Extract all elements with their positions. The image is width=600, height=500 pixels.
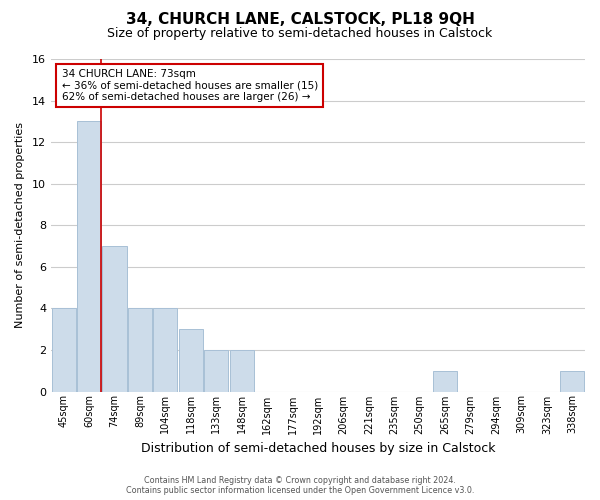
Bar: [204, 350, 229, 392]
Text: 34, CHURCH LANE, CALSTOCK, PL18 9QH: 34, CHURCH LANE, CALSTOCK, PL18 9QH: [125, 12, 475, 28]
Bar: [103, 246, 127, 392]
Bar: [77, 122, 101, 392]
Bar: [153, 308, 178, 392]
Bar: [179, 329, 203, 392]
Text: 34 CHURCH LANE: 73sqm
← 36% of semi-detached houses are smaller (15)
62% of semi: 34 CHURCH LANE: 73sqm ← 36% of semi-deta…: [62, 69, 318, 102]
Bar: [128, 308, 152, 392]
Text: Size of property relative to semi-detached houses in Calstock: Size of property relative to semi-detach…: [107, 28, 493, 40]
Y-axis label: Number of semi-detached properties: Number of semi-detached properties: [15, 122, 25, 328]
Bar: [433, 370, 457, 392]
Bar: [230, 350, 254, 392]
Bar: [52, 308, 76, 392]
Text: Contains HM Land Registry data © Crown copyright and database right 2024.
Contai: Contains HM Land Registry data © Crown c…: [126, 476, 474, 495]
Bar: [560, 370, 584, 392]
X-axis label: Distribution of semi-detached houses by size in Calstock: Distribution of semi-detached houses by …: [141, 442, 495, 455]
